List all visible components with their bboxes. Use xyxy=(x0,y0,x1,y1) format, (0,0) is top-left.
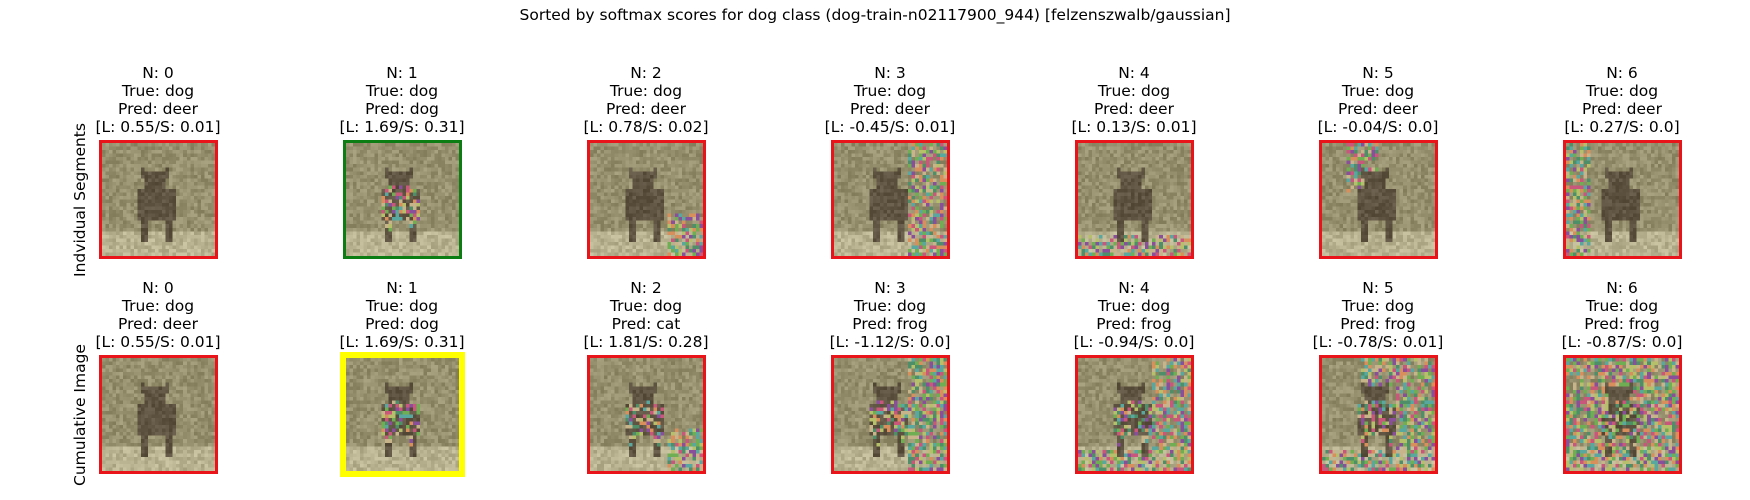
panel-title-pred: Pred: frog xyxy=(1096,315,1172,333)
segment-image xyxy=(1074,355,1194,474)
panel-title-score: [L: -0.04/S: 0.0] xyxy=(1317,118,1439,136)
panel-title-true: True: dog xyxy=(1585,82,1659,100)
panel-title-n: N: 5 xyxy=(1362,64,1394,82)
panel-title-n: N: 0 xyxy=(142,279,174,297)
panel-title-n: N: 6 xyxy=(1606,279,1638,297)
row-label-individual: Indvidual Segments xyxy=(71,123,89,277)
panel-title: N: 5 True: dog Pred: deer [L: -0.04/S: 0.0] xyxy=(1288,64,1468,136)
segment-image xyxy=(586,355,706,474)
panel-title-score: [L: 1.69/S: 0.31] xyxy=(339,118,465,136)
segment-image xyxy=(1318,355,1438,474)
panel-title-score: [L: -0.45/S: 0.01] xyxy=(824,118,956,136)
panel-title: N: 5 True: dog Pred: frog [L: -0.78/S: 0.01… xyxy=(1288,279,1468,351)
panel-title-true: True: dog xyxy=(609,297,683,315)
panel-title-pred: Pred: dog xyxy=(365,100,439,118)
panel-title-n: N: 3 xyxy=(874,64,906,82)
panel-title-pred: Pred: deer xyxy=(606,100,686,118)
panel-title-true: True: dog xyxy=(1341,297,1415,315)
panel-title-true: True: dog xyxy=(365,297,439,315)
segment-image xyxy=(1562,355,1682,474)
panel-title-true: True: dog xyxy=(609,82,683,100)
panel-title: N: 6 True: dog Pred: frog [L: -0.87/S: 0.0] xyxy=(1532,279,1712,351)
panel-title-true: True: dog xyxy=(1097,297,1171,315)
panel-title: N: 2 True: dog Pred: deer [L: 0.78/S: 0.02] xyxy=(556,64,736,136)
panel-title-true: True: dog xyxy=(853,82,927,100)
panel-title-n: N: 4 xyxy=(1118,64,1150,82)
panel-title-score: [L: 1.81/S: 0.28] xyxy=(583,333,709,351)
segment-image xyxy=(342,140,462,259)
panel-title-score: [L: 0.55/S: 0.01] xyxy=(95,118,221,136)
panel-title: N: 3 True: dog Pred: deer [L: -0.45/S: 0.01… xyxy=(800,64,980,136)
panel-title-true: True: dog xyxy=(365,82,439,100)
segment-image xyxy=(1074,140,1194,259)
panel-title-pred: Pred: frog xyxy=(1340,315,1416,333)
panel-title-n: N: 2 xyxy=(630,279,662,297)
panel-title-n: N: 3 xyxy=(874,279,906,297)
panel-title-n: N: 5 xyxy=(1362,279,1394,297)
segment-image xyxy=(1318,140,1438,259)
panel-title-pred: Pred: dog xyxy=(365,315,439,333)
panel-title-pred: Pred: deer xyxy=(1582,100,1662,118)
panel-title: N: 4 True: dog Pred: deer [L: 0.13/S: 0.01] xyxy=(1044,64,1224,136)
panel-title-score: [L: 0.13/S: 0.01] xyxy=(1071,118,1197,136)
panel-title-pred: Pred: deer xyxy=(850,100,930,118)
panel-title: N: 6 True: dog Pred: deer [L: 0.27/S: 0.0] xyxy=(1532,64,1712,136)
panel-title: N: 0 True: dog Pred: deer [L: 0.55/S: 0.01] xyxy=(68,279,248,351)
panel-title-n: N: 6 xyxy=(1606,64,1638,82)
panel-title: N: 2 True: dog Pred: cat [L: 1.81/S: 0.28] xyxy=(556,279,736,351)
panel-title-pred: Pred: deer xyxy=(118,100,198,118)
panel-title-score: [L: 0.55/S: 0.01] xyxy=(95,333,221,351)
panel-title-pred: Pred: deer xyxy=(118,315,198,333)
panel-title-n: N: 0 xyxy=(142,64,174,82)
panel-title-true: True: dog xyxy=(1097,82,1171,100)
panel-title-score: [L: -0.94/S: 0.0] xyxy=(1073,333,1195,351)
panel-title-true: True: dog xyxy=(853,297,927,315)
segment-image xyxy=(830,140,950,259)
panel-title-pred: Pred: frog xyxy=(1584,315,1660,333)
panel-title-score: [L: 1.69/S: 0.31] xyxy=(339,333,465,351)
panel-title-pred: Pred: deer xyxy=(1338,100,1418,118)
panel-title-score: [L: -1.12/S: 0.0] xyxy=(829,333,951,351)
panel-title-score: [L: 0.27/S: 0.0] xyxy=(1564,118,1680,136)
row-label-cumulative: Cumulative Image xyxy=(71,344,89,486)
panel-title-n: N: 1 xyxy=(386,279,418,297)
panel-title-true: True: dog xyxy=(121,82,195,100)
segment-image xyxy=(98,355,218,474)
panel-title-n: N: 4 xyxy=(1118,279,1150,297)
panel-title-true: True: dog xyxy=(1585,297,1659,315)
panel-title-score: [L: -0.78/S: 0.01] xyxy=(1312,333,1444,351)
segment-image xyxy=(98,140,218,259)
panel-title: N: 1 True: dog Pred: dog [L: 1.69/S: 0.31] xyxy=(312,279,492,351)
panel-title-true: True: dog xyxy=(1341,82,1415,100)
panel-title-pred: Pred: frog xyxy=(852,315,928,333)
panel-title: N: 4 True: dog Pred: frog [L: -0.94/S: 0.0] xyxy=(1044,279,1224,351)
panel-title-pred: Pred: cat xyxy=(611,315,681,333)
panel-title-score: [L: -0.87/S: 0.0] xyxy=(1561,333,1683,351)
panel-title-pred: Pred: deer xyxy=(1094,100,1174,118)
segment-image xyxy=(586,140,706,259)
segment-image xyxy=(1562,140,1682,259)
figure-title: Sorted by softmax scores for dog class (… xyxy=(519,6,1231,24)
panel-title-score: [L: 0.78/S: 0.02] xyxy=(583,118,709,136)
segment-image xyxy=(339,352,465,477)
panel-title: N: 3 True: dog Pred: frog [L: -1.12/S: 0.0] xyxy=(800,279,980,351)
segment-image xyxy=(830,355,950,474)
panel-title-n: N: 2 xyxy=(630,64,662,82)
panel-title: N: 1 True: dog Pred: dog [L: 1.69/S: 0.31] xyxy=(312,64,492,136)
panel-title-n: N: 1 xyxy=(386,64,418,82)
panel-title: N: 0 True: dog Pred: deer [L: 0.55/S: 0.01] xyxy=(68,64,248,136)
panel-title-true: True: dog xyxy=(121,297,195,315)
